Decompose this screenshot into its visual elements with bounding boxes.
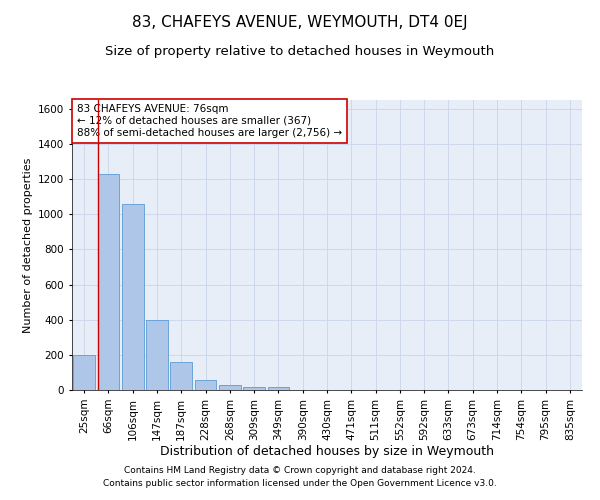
Bar bbox=[122, 204, 143, 390]
Text: Contains public sector information licensed under the Open Government Licence v3: Contains public sector information licen… bbox=[103, 478, 497, 488]
Bar bbox=[219, 384, 241, 390]
Text: 83, CHAFEYS AVENUE, WEYMOUTH, DT4 0EJ: 83, CHAFEYS AVENUE, WEYMOUTH, DT4 0EJ bbox=[132, 15, 468, 30]
X-axis label: Distribution of detached houses by size in Weymouth: Distribution of detached houses by size … bbox=[160, 446, 494, 458]
Bar bbox=[97, 174, 119, 390]
Bar bbox=[146, 320, 168, 390]
Bar bbox=[243, 387, 265, 390]
Text: Size of property relative to detached houses in Weymouth: Size of property relative to detached ho… bbox=[106, 45, 494, 58]
Bar bbox=[170, 362, 192, 390]
Y-axis label: Number of detached properties: Number of detached properties bbox=[23, 158, 32, 332]
Bar bbox=[268, 388, 289, 390]
Text: 83 CHAFEYS AVENUE: 76sqm
← 12% of detached houses are smaller (367)
88% of semi-: 83 CHAFEYS AVENUE: 76sqm ← 12% of detach… bbox=[77, 104, 342, 138]
Bar bbox=[194, 380, 217, 390]
Bar bbox=[73, 355, 95, 390]
Text: Contains HM Land Registry data © Crown copyright and database right 2024.: Contains HM Land Registry data © Crown c… bbox=[124, 466, 476, 475]
